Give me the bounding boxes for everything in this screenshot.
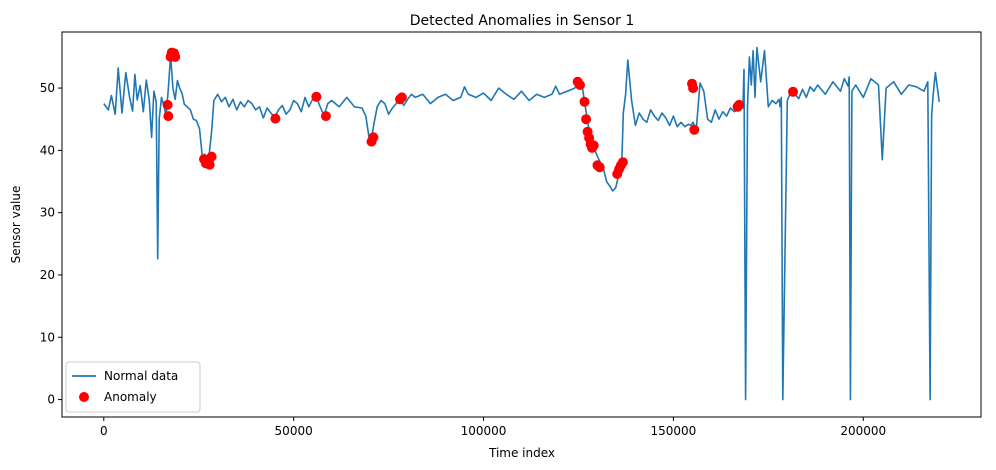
y-tick-label: 50 xyxy=(40,81,55,95)
anomaly-point xyxy=(396,92,407,103)
y-tick-label: 0 xyxy=(47,393,55,407)
plot-frame xyxy=(61,31,982,418)
y-tick-label: 10 xyxy=(40,330,55,344)
anomaly-point xyxy=(270,113,281,124)
y-tick-label: 40 xyxy=(40,143,55,157)
y-tick-label: 20 xyxy=(40,268,55,282)
anomaly-point xyxy=(575,80,585,90)
series-line-normal-data xyxy=(103,46,940,401)
anomaly-point xyxy=(579,96,590,107)
x-tick-label: 150000 xyxy=(650,424,696,438)
legend-marker-swatch xyxy=(79,392,89,402)
x-tick-label: 100000 xyxy=(461,424,507,438)
chart-title: Detected Anomalies in Sensor 1 xyxy=(410,13,635,29)
anomaly-point xyxy=(788,86,798,97)
x-tick-label: 50000 xyxy=(275,424,313,438)
anomaly-point xyxy=(368,132,379,143)
anomaly-point xyxy=(163,111,174,122)
anomaly-point xyxy=(162,99,173,110)
anomaly-point xyxy=(311,91,322,102)
legend-label-normal-data: Normal data xyxy=(104,369,178,383)
anomaly-point xyxy=(320,111,331,122)
anomaly-point xyxy=(688,83,699,94)
anomaly-point xyxy=(734,99,745,110)
x-axis-title: Time index xyxy=(488,446,555,460)
anomaly-point xyxy=(204,159,215,170)
legend-label-anomaly: Anomaly xyxy=(104,390,157,404)
x-tick-label: 0 xyxy=(100,424,108,438)
anomaly-point xyxy=(617,157,628,168)
y-axis: 0 10 20 30 40 50 xyxy=(40,81,62,407)
anomaly-point xyxy=(588,140,599,151)
y-axis-title: Sensor value xyxy=(9,186,23,264)
anomaly-point xyxy=(594,162,605,173)
legend-box xyxy=(65,361,201,413)
anomaly-point xyxy=(689,124,700,135)
anomaly-point xyxy=(581,114,592,125)
anomaly-point xyxy=(170,51,181,62)
anomaly-point xyxy=(206,151,217,162)
x-axis: 0 50000 100000 150000 200000 xyxy=(100,417,886,438)
legend: Normal data Anomaly xyxy=(65,361,201,413)
plot-area xyxy=(103,46,940,401)
x-tick-label: 200000 xyxy=(840,424,886,438)
y-tick-label: 30 xyxy=(40,206,55,220)
